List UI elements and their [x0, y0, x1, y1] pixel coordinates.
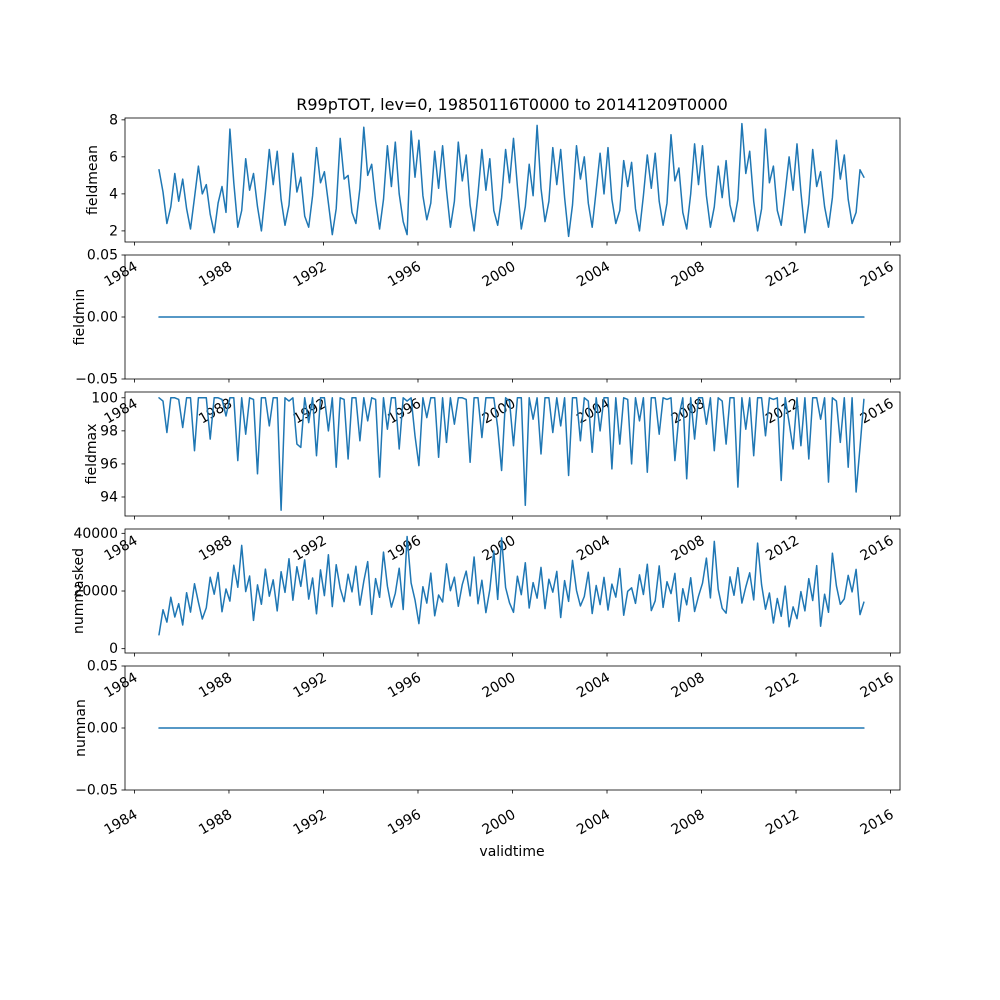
x-tick-label: 1984	[102, 807, 141, 839]
y-tick-label: 0	[109, 641, 118, 657]
x-tick-label: 2004	[574, 533, 613, 565]
y-tick-label: 6	[109, 149, 118, 165]
x-tick-label: 2000	[480, 533, 519, 565]
y-tick-label: 0.00	[87, 310, 118, 326]
x-tick-label: 1992	[291, 807, 330, 839]
figure-title: R99pTOT, lev=0, 19850116T0000 to 2014120…	[296, 95, 728, 114]
x-tick-label: 2016	[858, 670, 897, 702]
line-series-fieldmax	[158, 397, 865, 511]
y-tick-label: 0.05	[87, 248, 118, 264]
y-tick-label: 98	[100, 423, 118, 439]
x-tick-label: 1988	[196, 533, 235, 565]
x-axis-label: validtime	[479, 844, 544, 860]
y-tick-label: 94	[100, 489, 118, 505]
x-tick-label: 2012	[763, 259, 802, 291]
y-tick-label: 2	[109, 223, 118, 239]
x-tick-label: 2008	[669, 670, 708, 702]
x-tick-label: 1992	[291, 259, 330, 291]
y-axis-label: numnan	[73, 699, 89, 757]
x-tick-label: 2012	[763, 670, 802, 702]
y-tick-label: 8	[109, 112, 118, 128]
x-tick-label: 1988	[196, 807, 235, 839]
y-axis-label: fieldmin	[72, 289, 88, 346]
x-tick-label: 2004	[574, 807, 613, 839]
x-tick-label: 2008	[669, 259, 708, 291]
y-axis-label: fieldmean	[85, 145, 101, 215]
x-tick-label: 2008	[669, 533, 708, 565]
y-tick-label: 0.05	[87, 659, 118, 675]
x-tick-label: 1996	[385, 807, 424, 839]
y-tick-label: 0.00	[87, 721, 118, 737]
x-tick-label: 1992	[291, 670, 330, 702]
y-axis-label: fieldmax	[84, 424, 100, 485]
x-tick-label: 2016	[858, 533, 897, 565]
line-series-fieldmean	[158, 122, 865, 238]
x-tick-label: 2012	[763, 533, 802, 565]
y-tick-label: −0.05	[75, 372, 118, 388]
x-tick-label: 1992	[291, 533, 330, 565]
x-tick-label: 2000	[480, 807, 519, 839]
y-tick-label: 20000	[73, 584, 118, 600]
x-tick-label: 1996	[385, 533, 424, 565]
y-tick-label: 100	[91, 390, 118, 406]
x-tick-label: 2016	[858, 259, 897, 291]
x-tick-label: 2016	[858, 807, 897, 839]
line-series-nummasked	[158, 535, 865, 636]
y-tick-label: 96	[100, 456, 118, 472]
y-axis-label: nummasked	[71, 548, 87, 634]
y-tick-label: 40000	[73, 526, 118, 542]
x-tick-label: 1988	[196, 670, 235, 702]
x-tick-label: 2008	[669, 396, 708, 428]
plots-root: 2 4 6 8 fieldmean 1984 1988 1992 1996 2000 2004 200…	[71, 112, 901, 839]
x-tick-label: 2004	[574, 670, 613, 702]
y-tick-label: 4	[109, 186, 118, 202]
x-tick-label: 2000	[480, 670, 519, 702]
x-tick-label: 1988	[196, 259, 235, 291]
x-tick-label: 1996	[385, 259, 424, 291]
x-tick-label: 2000	[480, 259, 519, 291]
x-tick-label: 2004	[574, 259, 613, 291]
x-tick-label: 2012	[763, 807, 802, 839]
axes-frame	[124, 117, 901, 243]
x-tick-label: 2004	[574, 396, 613, 428]
y-tick-label: −0.05	[75, 783, 118, 799]
x-tick-label: 2008	[669, 807, 708, 839]
x-tick-label: 1996	[385, 670, 424, 702]
